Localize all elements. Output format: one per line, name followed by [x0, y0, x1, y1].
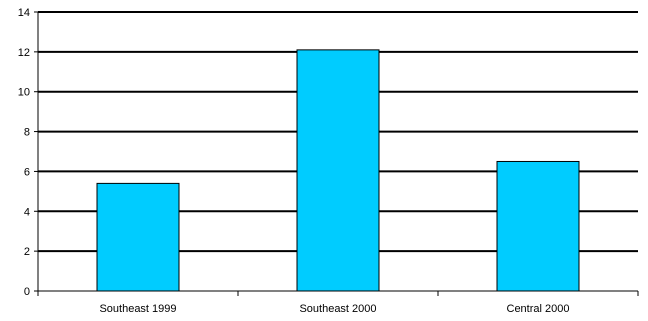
y-tick-label: 2 — [24, 246, 30, 258]
y-tick-label: 12 — [18, 47, 30, 59]
x-tick-labels: Southeast 1999 Southeast 2000 Central 2000 — [99, 303, 569, 315]
bar — [96, 182, 180, 292]
y-tick-label: 14 — [18, 7, 30, 19]
bar — [496, 160, 580, 292]
y-tick-label: 4 — [24, 206, 30, 218]
x-tick-label: Southeast 2000 — [299, 303, 376, 315]
y-tick-label: 6 — [24, 166, 30, 178]
y-tick-labels: 0 2 4 6 8 10 12 14 — [18, 7, 30, 298]
x-tick-label: Southeast 1999 — [99, 303, 176, 315]
bar — [296, 49, 380, 292]
axes — [34, 11, 639, 296]
y-tick-label: 8 — [24, 127, 30, 139]
y-tick-label: 0 — [24, 286, 30, 298]
y-tick-label: 10 — [18, 87, 30, 99]
bars — [96, 49, 580, 292]
x-tick-label: Central 2000 — [507, 303, 570, 315]
